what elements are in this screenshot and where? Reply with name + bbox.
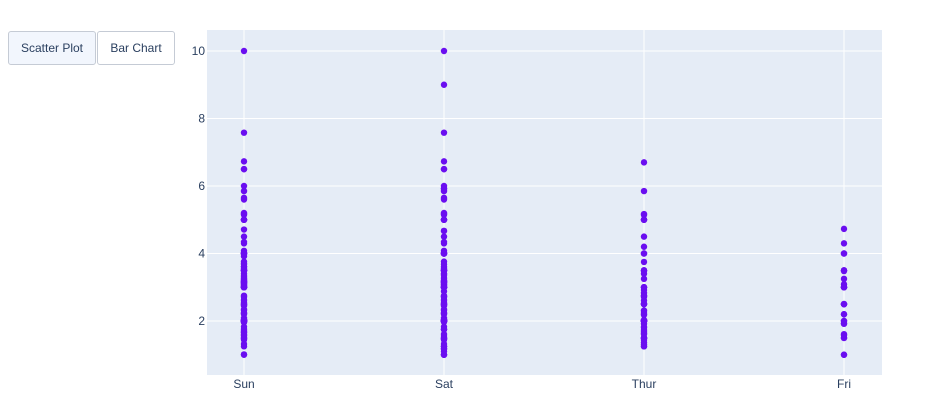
- data-point: [240, 293, 248, 301]
- y-tick-label: 6: [198, 179, 205, 193]
- data-point: [840, 334, 848, 342]
- plot-area: [207, 30, 882, 375]
- data-point: [840, 351, 848, 358]
- data-point: [440, 81, 448, 88]
- data-point: [840, 320, 848, 327]
- data-point: [440, 238, 448, 246]
- chart-type-toggle: Scatter Plot Bar Chart: [8, 31, 176, 65]
- x-tick-label: Sun: [233, 377, 254, 391]
- data-point: [240, 261, 248, 268]
- data-point: [440, 317, 448, 325]
- data-point: [440, 293, 448, 300]
- y-tick-label: 2: [198, 314, 205, 328]
- data-point: [240, 250, 248, 257]
- data-point: [240, 317, 248, 325]
- x-axis-ticks: Sun Sat Thur Fri: [233, 377, 851, 391]
- data-point: [240, 47, 248, 55]
- data-points: [240, 47, 848, 358]
- x-tick-label: Fri: [837, 377, 851, 391]
- data-point: [840, 267, 848, 274]
- data-point: [240, 216, 248, 223]
- data-point: [240, 233, 248, 240]
- data-point: [640, 320, 648, 327]
- data-point: [240, 165, 248, 173]
- data-point: [440, 309, 448, 317]
- data-point: [240, 267, 248, 274]
- data-point: [240, 301, 248, 309]
- y-tick-label: 4: [198, 247, 205, 261]
- data-point: [840, 240, 848, 247]
- data-point: [440, 233, 448, 240]
- data-point: [240, 129, 248, 136]
- data-point: [440, 326, 448, 333]
- data-point: [640, 311, 648, 318]
- data-point: [840, 225, 848, 233]
- y-tick-label: 10: [192, 44, 206, 58]
- data-point: [440, 270, 448, 278]
- data-point: [640, 216, 648, 223]
- data-point: [640, 341, 648, 348]
- data-point: [640, 267, 648, 275]
- data-point: [440, 300, 448, 308]
- data-point: [640, 334, 648, 342]
- data-point: [240, 323, 248, 330]
- data-point: [440, 211, 448, 218]
- data-point: [240, 284, 248, 291]
- data-point: [440, 345, 448, 353]
- data-point: [440, 158, 448, 165]
- data-point: [240, 182, 248, 190]
- data-point: [840, 300, 848, 308]
- data-point: [440, 47, 448, 55]
- data-point: [440, 129, 448, 136]
- data-point: [640, 243, 648, 250]
- data-point: [840, 311, 848, 318]
- data-point: [640, 300, 648, 308]
- data-point: [640, 258, 648, 266]
- data-point: [240, 351, 248, 358]
- data-point: [440, 335, 448, 343]
- data-point: [840, 250, 848, 257]
- x-tick-label: Thur: [632, 377, 657, 391]
- data-point: [240, 309, 248, 317]
- y-tick-label: 8: [198, 112, 205, 126]
- data-point: [840, 275, 848, 283]
- data-point: [440, 284, 448, 291]
- data-point: [440, 165, 448, 173]
- data-point: [440, 185, 448, 192]
- data-point: [240, 343, 248, 350]
- data-point: [840, 284, 848, 291]
- data-point: [240, 187, 248, 195]
- data-point: [240, 238, 248, 246]
- data-point: [240, 334, 248, 342]
- data-point: [440, 216, 448, 223]
- data-point: [640, 187, 648, 195]
- data-point: [240, 226, 248, 233]
- data-point: [240, 194, 248, 202]
- data-point: [640, 233, 648, 240]
- data-point: [640, 250, 648, 257]
- data-point: [640, 211, 648, 219]
- x-tick-label: Sat: [435, 377, 454, 391]
- data-point: [640, 284, 648, 291]
- scatter-plot-button[interactable]: Scatter Plot: [8, 31, 96, 65]
- data-point: [440, 351, 448, 358]
- data-point: [440, 261, 448, 268]
- data-point: [440, 227, 448, 235]
- data-point: [240, 211, 248, 218]
- data-point: [440, 194, 448, 202]
- data-point: [640, 292, 648, 300]
- data-point: [640, 275, 648, 283]
- data-point: [440, 250, 448, 257]
- bar-chart-button[interactable]: Bar Chart: [97, 31, 175, 65]
- y-axis-ticks: 2 4 6 8 10: [192, 44, 206, 328]
- data-point: [640, 159, 648, 166]
- data-point: [240, 158, 248, 165]
